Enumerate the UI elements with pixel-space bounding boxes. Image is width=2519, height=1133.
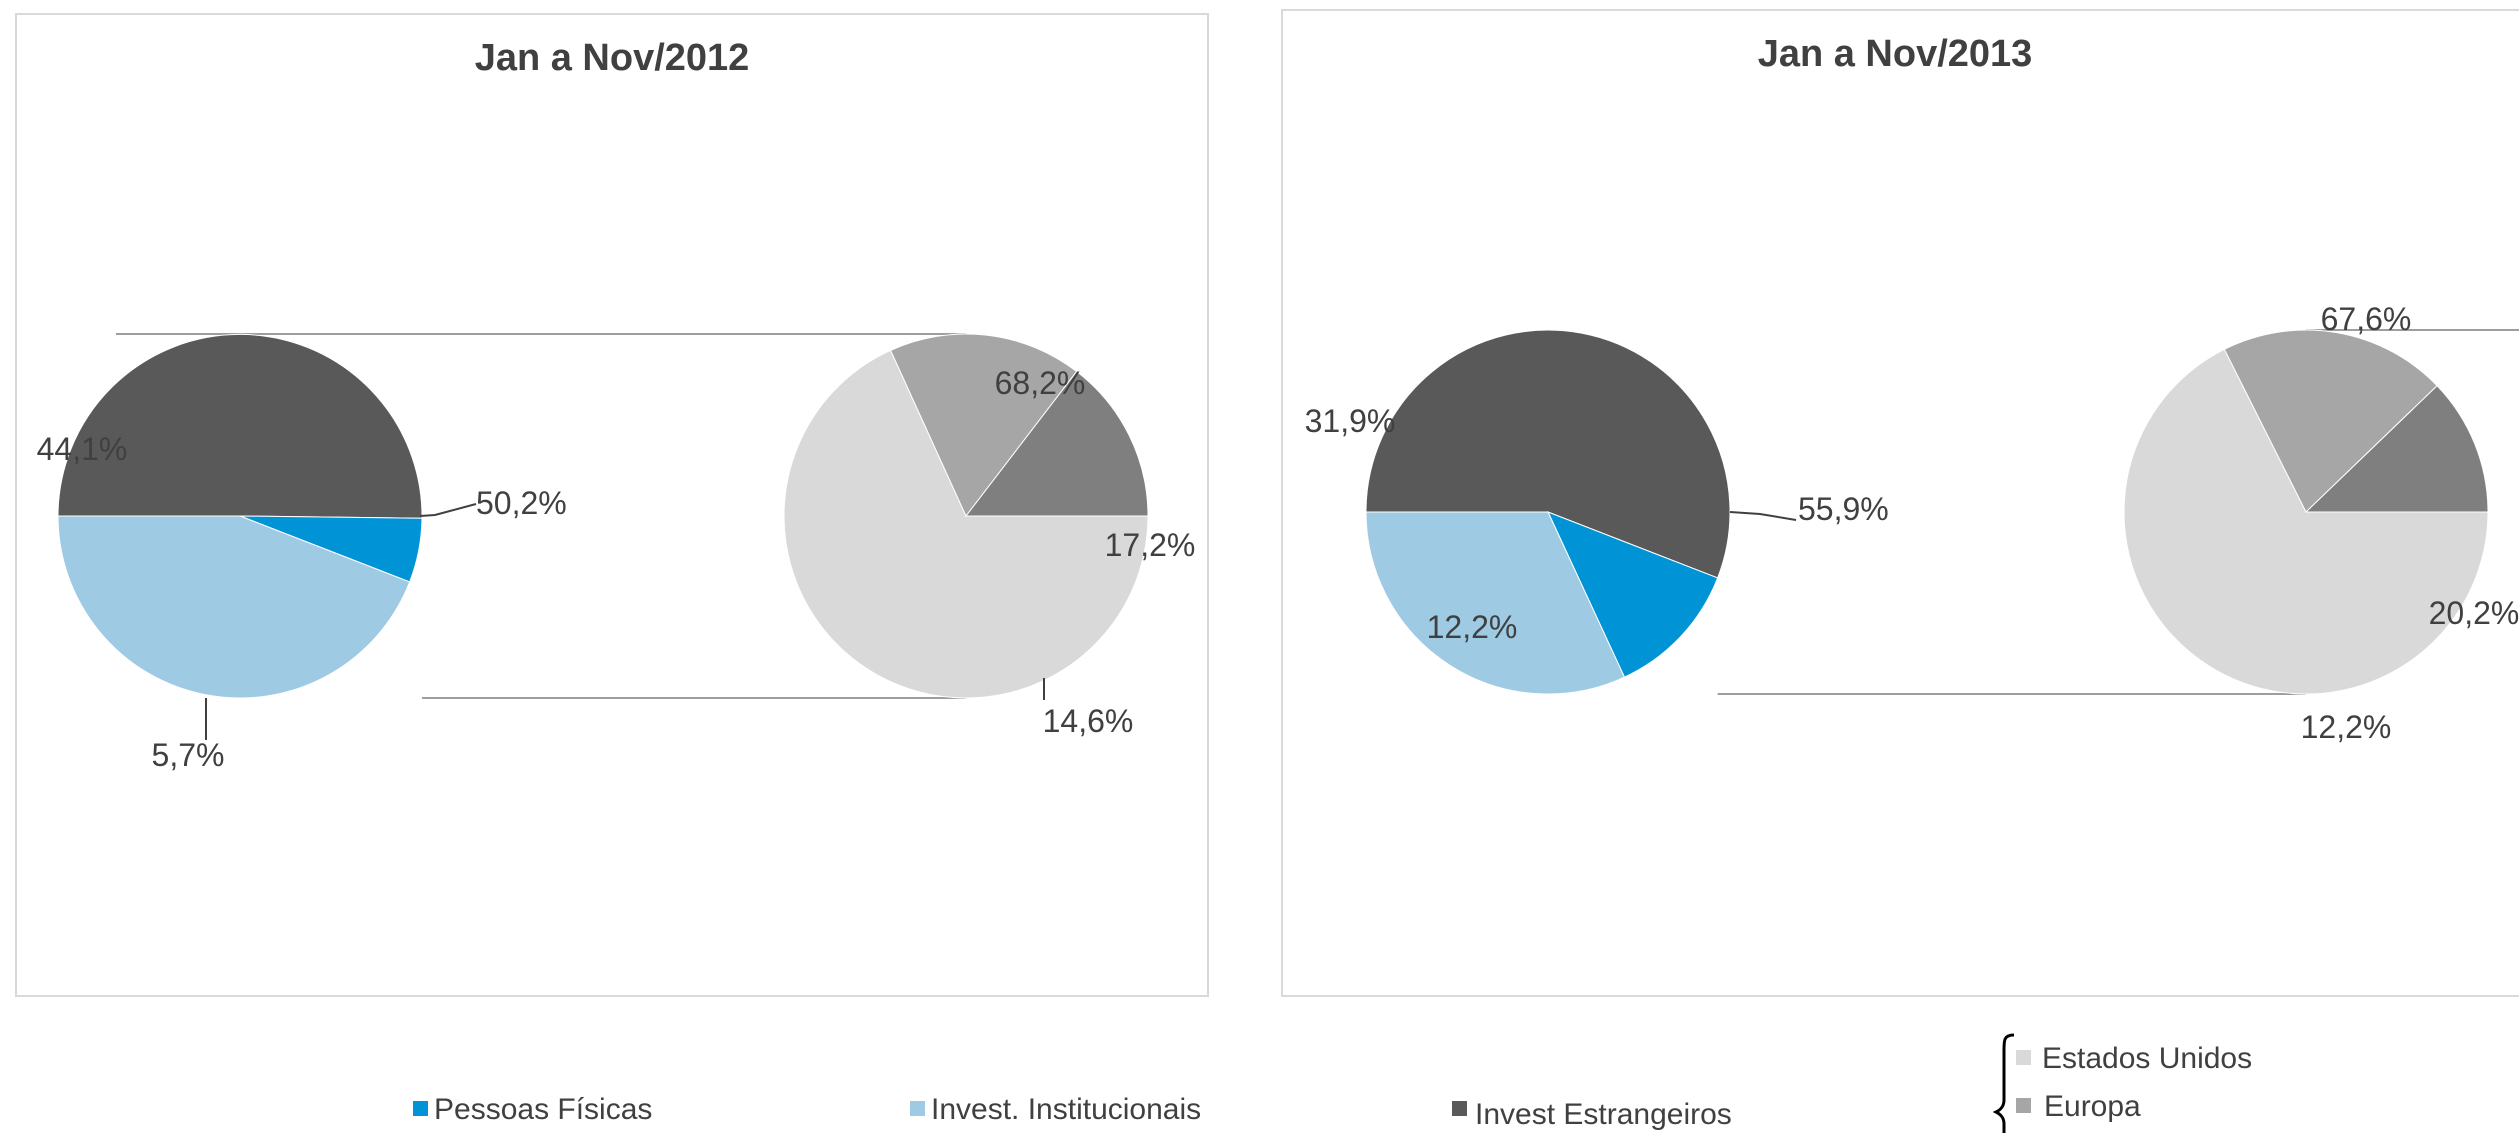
main-pie-data-label: 55,9% <box>1798 491 1889 527</box>
main-pie-data-label: 5,7% <box>152 737 225 773</box>
legend-item-invest-institucionais: Invest. Institucionais <box>910 1093 1201 1126</box>
secondary-pie-data-label: 14,6% <box>1043 703 1134 739</box>
legend-swatch <box>910 1101 925 1116</box>
main-pie-slice-invest-estrangeiros <box>57 333 423 519</box>
secondary-pie-slice-europa <box>889 333 1078 517</box>
secondary-pie-slice-slice-3 <box>2304 385 2489 513</box>
secondary-pie-data-label: 20,2% <box>2429 595 2519 631</box>
legend-brace <box>1992 1033 2015 1133</box>
legend-label: Invest Estrangeiros <box>1475 1098 1732 1131</box>
secondary-pie-data-label: 67,6% <box>2321 301 2412 337</box>
secondary-pie-data-label: 12,2% <box>2301 709 2392 745</box>
main-pie-slice-invest-institucionais <box>57 515 411 699</box>
secondary-pie-data-label: 68,2% <box>995 365 1086 401</box>
legend-swatch <box>413 1101 428 1116</box>
legend-swatch <box>2016 1050 2031 1065</box>
legend-item-pessoas-fisicas: Pessoas Físicas <box>413 1093 652 1126</box>
main-pie-leader-line <box>1729 511 1797 521</box>
main-pie-data-label: 31,9% <box>1305 403 1396 439</box>
secondary-pie-slice-europa <box>2223 329 2438 513</box>
legend-item-europa: Europa <box>2016 1090 2141 1123</box>
legend-label: Estados Unidos <box>2042 1042 2252 1075</box>
chart-title: Jan a Nov/2013 <box>1758 33 2033 75</box>
secondary-pie-slice-slice-3 <box>964 370 1149 517</box>
legend-swatch <box>2016 1098 2031 1113</box>
main-pie-slice-invest-institucionais <box>1365 511 1626 695</box>
chart-panel-2013: Jan a Nov/2013 55,9% 12,2% 31,9% 67,6% 20,2%… <box>1281 9 2519 997</box>
chart-panel-2012: Jan a Nov/2012 50,2% 5,7% 44,1% 68,2% 17,2% 1… <box>15 13 1209 997</box>
legend-label: Invest. Institucionais <box>931 1093 1201 1126</box>
legend-swatch <box>1452 1101 1467 1116</box>
legend-item-invest-estrangeiros: Invest Estrangeiros <box>1452 1098 1732 1131</box>
secondary-pie-slice-estados-unidos <box>783 349 1149 699</box>
legend-item-estados-unidos: Estados Unidos <box>2016 1042 2252 1075</box>
main-pie-slice-pessoas-fisicas <box>1547 511 1719 678</box>
main-pie-data-label: 12,2% <box>1427 609 1518 645</box>
legend: Pessoas Físicas Invest. Institucionais I… <box>413 1033 2252 1133</box>
main-pie-slice-invest-estrangeiros <box>1365 329 1731 579</box>
main-pie-data-label: 50,2% <box>476 485 567 521</box>
secondary-pie-data-label: 17,2% <box>1105 527 1196 563</box>
chart-title: Jan a Nov/2012 <box>475 37 750 79</box>
secondary-pie-slice-estados-unidos <box>2123 348 2489 695</box>
main-pie-leader-line <box>419 503 477 517</box>
legend-label: Pessoas Físicas <box>434 1093 652 1126</box>
main-pie-data-label: 44,1% <box>37 431 128 467</box>
legend-label: Europa <box>2044 1090 2141 1123</box>
